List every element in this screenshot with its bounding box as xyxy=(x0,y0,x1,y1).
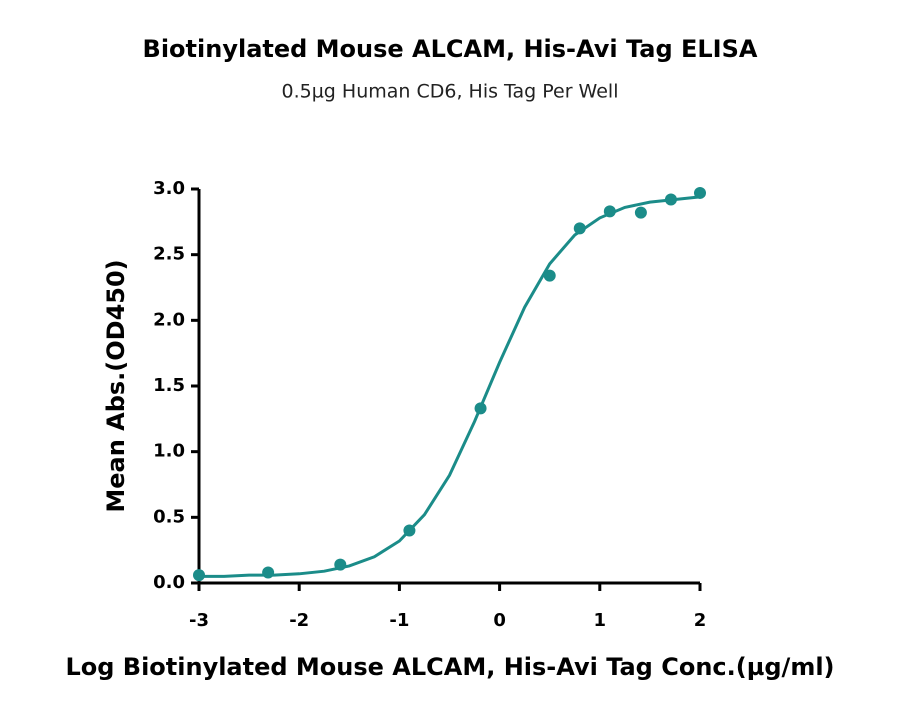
y-tick-label: 1.5 xyxy=(153,375,185,396)
data-point xyxy=(573,222,586,235)
x-tick-label: 0 xyxy=(493,610,506,631)
x-tick-label: -2 xyxy=(289,610,309,631)
data-point xyxy=(403,524,416,537)
data-point xyxy=(474,402,487,415)
chart-subtitle: 0.5µg Human CD6, His Tag Per Well xyxy=(282,81,619,103)
x-tick-label: -1 xyxy=(389,610,409,631)
y-tick-label: 2.5 xyxy=(153,244,185,265)
data-point xyxy=(694,186,706,199)
y-tick-label: 1.0 xyxy=(153,441,185,462)
data-point xyxy=(334,558,347,571)
data-point xyxy=(634,206,647,219)
chart-title: Biotinylated Mouse ALCAM, His-Avi Tag EL… xyxy=(143,35,758,63)
data-point xyxy=(603,205,616,218)
x-tick-label: -3 xyxy=(189,610,209,631)
y-tick-label: 2.0 xyxy=(153,309,185,330)
y-axis-label: Mean Abs.(OD450) xyxy=(102,259,130,512)
data-point xyxy=(193,569,205,582)
fit-curve xyxy=(199,195,701,578)
data-point xyxy=(262,566,275,579)
x-tick-label: 2 xyxy=(694,610,707,631)
y-tick-label: 0.0 xyxy=(153,572,185,593)
x-tick-label: 1 xyxy=(594,610,607,631)
data-point xyxy=(543,269,556,282)
data-point xyxy=(664,193,677,206)
y-tick-label: 0.5 xyxy=(153,506,185,527)
y-tick-label: 3.0 xyxy=(153,178,185,199)
x-axis-label: Log Biotinylated Mouse ALCAM, His-Avi Ta… xyxy=(65,653,834,681)
